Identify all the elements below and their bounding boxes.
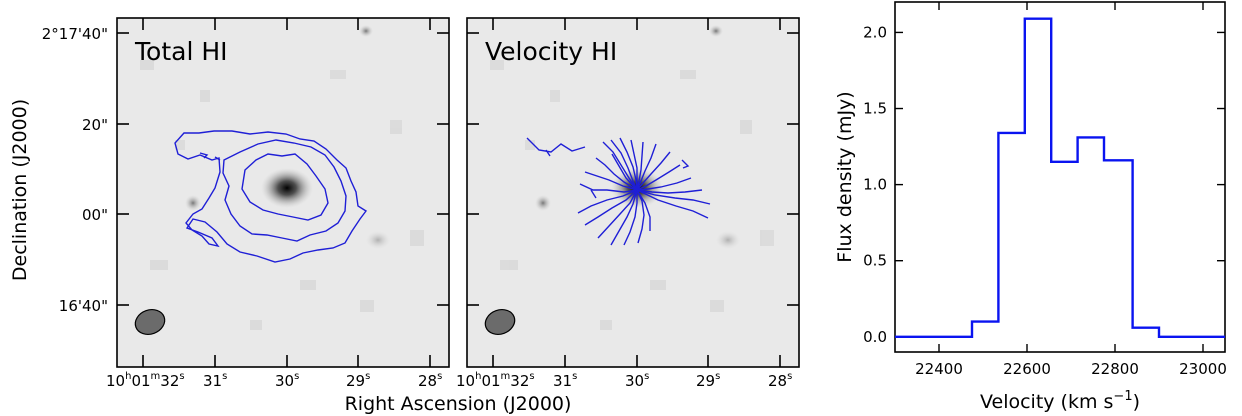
spectrum-y-axis-label: Flux density (mJy)	[834, 91, 856, 262]
y-tick-label: 1.0	[863, 176, 887, 194]
shared-x-axis-label: Right Ascension (J2000)	[345, 393, 572, 415]
ra-tick-label: 10h01m32s	[456, 371, 535, 390]
ra-tick-labels: 10h01m32s 31s 30s 29s 28s	[456, 371, 792, 390]
ra-tick-label: 28s	[768, 371, 792, 390]
source-blob	[709, 25, 723, 37]
spectrum-tick-labels: 22400 22600 22800 23000 0.0 0.5 1.0 1.5 2.0	[863, 23, 1227, 378]
dec-tick-label: 00"	[82, 206, 108, 224]
dec-tick-label: 2°17'40"	[42, 25, 108, 43]
dec-tick-label: 16'40"	[59, 297, 108, 315]
y-tick-label: 1.5	[863, 100, 887, 118]
ra-tick-label: 28s	[418, 371, 442, 390]
x-tick-label: 22600	[1003, 360, 1051, 378]
beam-ellipse	[134, 309, 166, 335]
source-blob	[535, 195, 551, 211]
x-tick-label: 22800	[1091, 360, 1139, 378]
ra-tick-label: 10h01m32s	[106, 371, 185, 390]
dec-tick-label: 20"	[82, 116, 108, 134]
source-blob	[716, 231, 740, 249]
ra-tick-label: 30s	[275, 371, 299, 390]
contour-speck	[214, 156, 221, 161]
source-blob	[366, 231, 390, 249]
contour-mid	[222, 139, 347, 242]
panel-ticks	[117, 18, 449, 367]
contour-outer	[174, 130, 368, 263]
y-tick-label: 2.0	[863, 23, 887, 41]
galaxy-blob	[261, 168, 313, 208]
panel-frame	[466, 17, 800, 368]
contour-inner	[241, 153, 329, 221]
ra-tick-label: 30s	[625, 371, 649, 390]
panel-spectrum: 22400 22600 22800 23000 0.0 0.5 1.0 1.5 2.0 Velo…	[834, 1, 1227, 413]
panel-total-hi: Total HI 2°17'40" 20" 00" 16'40" 10h01m3…	[42, 17, 450, 390]
panel-frame	[116, 17, 450, 368]
velocity-contour	[611, 153, 711, 205]
beam-ellipse	[484, 309, 516, 335]
ra-tick-label: 29s	[696, 371, 720, 390]
dec-tick-labels: 2°17'40" 20" 00" 16'40"	[42, 25, 108, 315]
ra-tick-labels: 10h01m32s 31s 30s 29s 28s	[106, 371, 442, 390]
spectrum-step-line	[895, 17, 1225, 338]
panel-velocity-hi: Velocity HI 10h01m32s 31s 30s 29s 28s	[456, 17, 800, 390]
ra-tick-label: 29s	[346, 371, 370, 390]
contour-speck	[199, 152, 209, 159]
velocity-contour	[602, 141, 651, 231]
source-blob	[185, 195, 201, 211]
hi-contours	[174, 130, 368, 263]
shared-y-axis-label: Declination (J2000)	[9, 99, 31, 281]
ra-tick-label: 31s	[553, 371, 577, 390]
velocity-contour	[545, 149, 551, 157]
source-blob	[359, 25, 373, 37]
y-tick-label: 0.0	[863, 328, 887, 346]
spectrum-x-axis-label: Velocity (km s−1)	[980, 389, 1140, 413]
velocity-contour	[681, 159, 690, 169]
velocity-contour	[526, 137, 586, 153]
image-noise	[140, 60, 424, 330]
ra-tick-label: 31s	[203, 371, 227, 390]
velocity-contours	[526, 137, 711, 246]
plot-area	[894, 1, 1226, 353]
image-noise	[490, 60, 774, 330]
panel-ticks	[467, 18, 799, 367]
y-tick-label: 0.5	[863, 252, 887, 270]
panel-title: Velocity HI	[485, 37, 617, 66]
panel-title: Total HI	[134, 37, 228, 66]
x-tick-label: 22400	[915, 360, 963, 378]
velocity-contour	[590, 189, 597, 199]
spectrum-ticks	[895, 2, 1225, 352]
velocity-contour	[636, 189, 709, 219]
x-tick-label: 23000	[1179, 360, 1227, 378]
